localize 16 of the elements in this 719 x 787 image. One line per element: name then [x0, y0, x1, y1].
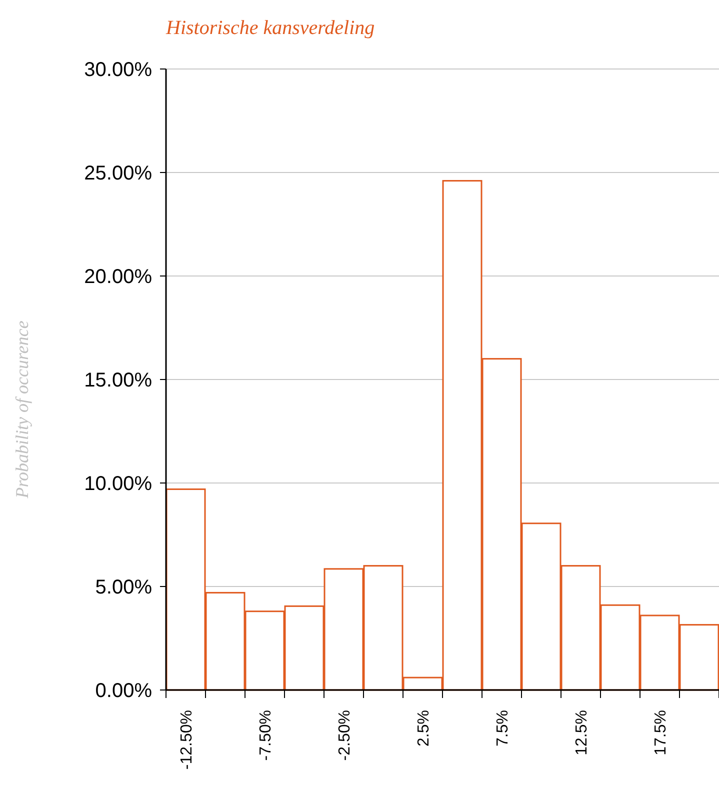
y-tick-label: 15.00%	[84, 370, 152, 392]
x-tick-label: 17.5%	[652, 710, 670, 756]
y-tick-label: 10.00%	[84, 473, 152, 495]
x-tick-label: -12.50%	[178, 710, 196, 770]
y-tick-label: 5.00%	[95, 576, 152, 598]
y-axis-title: Probability of occurence	[12, 320, 32, 500]
x-tick-label: -2.50%	[336, 710, 354, 761]
y-tick-label: 20.00%	[84, 266, 152, 288]
y-tick-label: 0.00%	[95, 680, 152, 702]
x-tick-label: 12.5%	[573, 710, 590, 756]
y-tick-label: 30.00%	[84, 59, 152, 81]
x-tick-label: -7.50%	[257, 710, 274, 761]
x-tick-label: 2.5%	[415, 710, 432, 746]
chart-title: Historische kansverdeling	[165, 17, 375, 39]
y-tick-label: 25.00%	[84, 162, 152, 184]
x-tick-label: 7.5%	[494, 710, 512, 746]
